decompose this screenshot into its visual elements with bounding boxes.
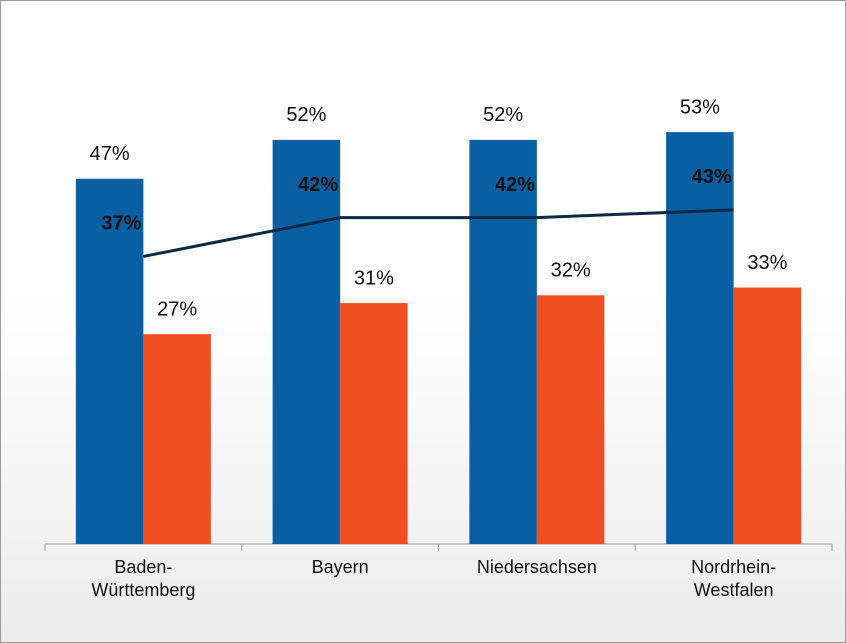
data-label: 47% [90,143,130,165]
line-data-label: 42% [298,174,338,196]
bar [143,334,211,544]
bar [340,303,408,544]
line [143,208,734,258]
line-data-label: 42% [495,174,535,196]
bar [469,139,537,544]
data-label: 53% [680,96,720,118]
bar [733,287,802,544]
x-tick-label: Niedersachsen [476,557,597,577]
line-data-label: 43% [692,166,732,188]
x-tick-label: Nordrhein-Westfalen [691,557,777,600]
bar [75,178,144,544]
x-tick-label: Bayern [311,557,369,577]
bar [272,139,341,544]
data-label: 32% [551,260,591,282]
line-data-label: 37% [101,213,141,235]
x-tick-label: Baden-Württemberg [91,557,196,600]
data-label: 31% [354,267,394,289]
bar [666,132,734,544]
data-label: 52% [286,104,326,126]
data-label: 33% [747,252,787,274]
bar [536,295,605,544]
data-label: 52% [483,104,523,126]
data-label: 27% [157,298,197,320]
